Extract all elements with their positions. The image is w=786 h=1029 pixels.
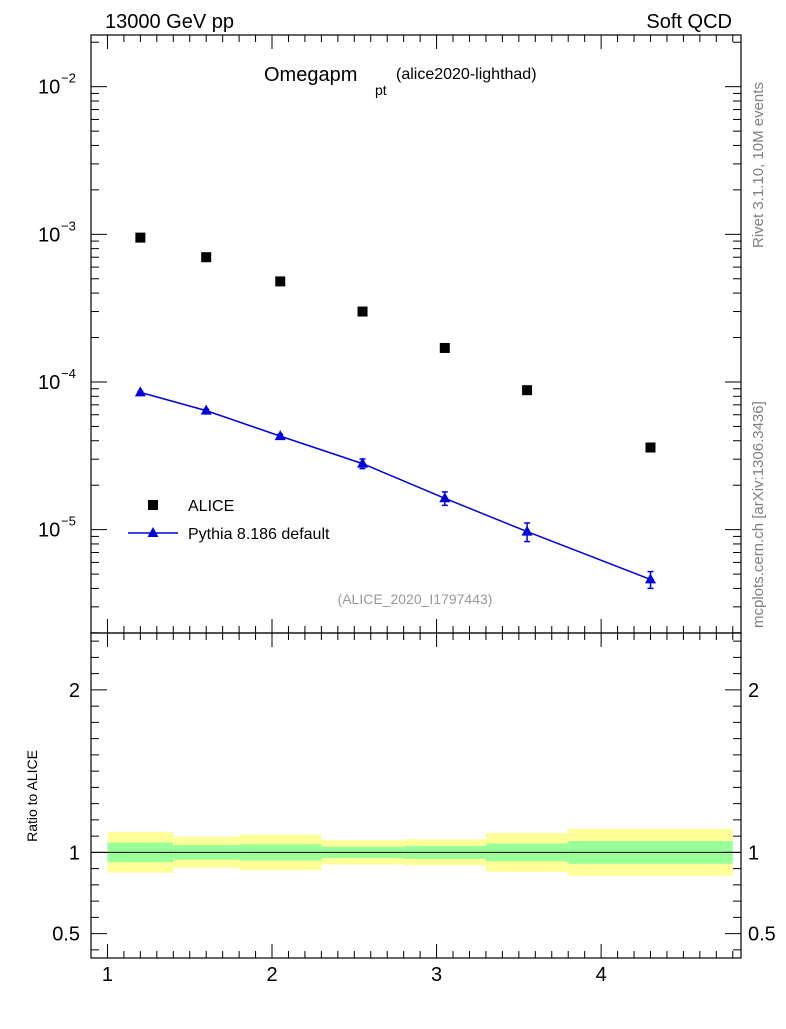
watermark-label: (ALICE_2020_I1797443): [338, 591, 493, 607]
main-ytick-exponent: −3: [61, 218, 76, 233]
alice-data-point: [645, 442, 656, 453]
alice-data-point: [275, 276, 286, 287]
main-ytick-exponent: −5: [61, 514, 76, 529]
rivet-label: Rivet 3.1.10, 10M events: [750, 82, 767, 248]
mcplots-label: mcplots.cern.ch [arXiv:1306.3436]: [750, 401, 767, 628]
plot-title-note: (alice2020-lighthad): [396, 66, 537, 83]
alice-data-point: [439, 342, 450, 353]
plot-title-main: Omegapm: [264, 64, 357, 86]
ratio-ylabel: Ratio to ALICE: [24, 750, 40, 842]
ratio-plot-layer: 1 2 3 4 0.5 0.5 1 1 2 2: [52, 633, 776, 986]
plot-title-sub: pt: [375, 82, 387, 98]
alice-data-point: [135, 232, 146, 243]
main-ytick-exponent: −4: [61, 366, 76, 381]
main-ytick-label: 10: [38, 520, 60, 542]
pythia-data-point: [134, 386, 146, 397]
main-ytick-label: 10: [38, 224, 60, 246]
legend-alice-label: ALICE: [188, 498, 234, 515]
pythia-data-point: [644, 573, 656, 584]
ratio-xtick-label: 4: [596, 964, 607, 986]
ratio-ytick-label-left: 2: [69, 680, 80, 702]
header-left: 13000 GeV pp: [105, 11, 234, 33]
ratio-ytick-label-right: 0.5: [748, 924, 776, 946]
ratio-xtick-label: 2: [266, 964, 277, 986]
pythia-data-point: [274, 430, 286, 441]
ratio-xtick-label: 3: [431, 964, 442, 986]
legend-alice-marker: [148, 500, 158, 510]
legend-pythia-marker: [147, 527, 159, 537]
pythia-data-point: [521, 525, 533, 536]
ratio-xtick-label: 1: [102, 964, 113, 986]
pythia-series-line: [140, 391, 651, 581]
alice-data-point: [201, 252, 212, 263]
main-ytick-label: 10: [38, 372, 60, 394]
ratio-ytick-label-left: 1: [69, 842, 80, 864]
main-ytick-exponent: −2: [61, 71, 76, 86]
legend-pythia-label: Pythia 8.186 default: [188, 526, 330, 543]
ratio-ytick-label-left: 0.5: [52, 924, 80, 946]
pythia-data-point: [439, 492, 451, 503]
main-plot-layer: 10−210−310−410−5: [38, 35, 741, 634]
main-ytick-label: 10: [38, 77, 60, 99]
pythia-data-point: [357, 457, 369, 468]
main-plot-frame: [90, 34, 742, 634]
ratio-plot-frame: [90, 632, 742, 959]
alice-data-point: [522, 385, 533, 396]
pythia-data-point: [200, 404, 212, 415]
header-right: Soft QCD: [646, 11, 732, 33]
ratio-ytick-label-right: 1: [748, 842, 759, 864]
alice-data-point: [357, 306, 368, 317]
ratio-ytick-label-right: 2: [748, 680, 759, 702]
